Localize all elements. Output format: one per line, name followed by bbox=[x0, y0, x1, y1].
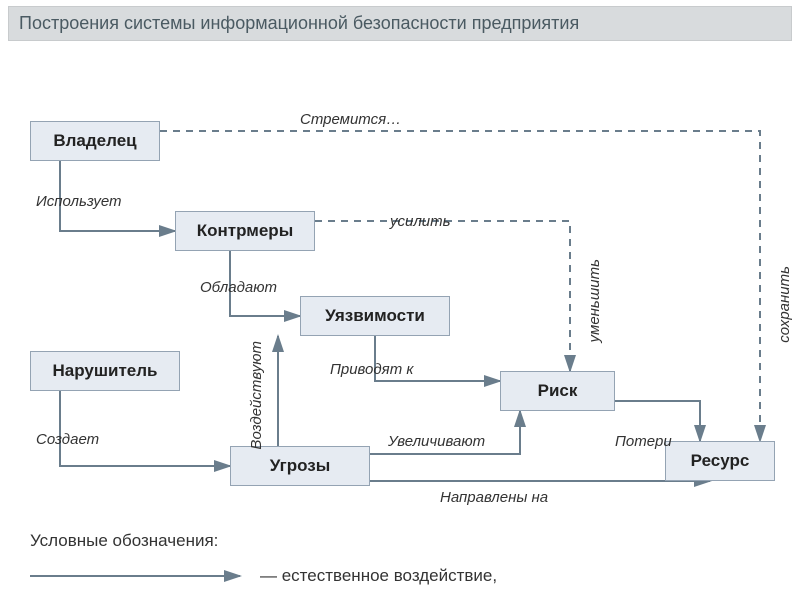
node-resource: Ресурс bbox=[665, 441, 775, 481]
node-threats: Угрозы bbox=[230, 446, 370, 486]
node-owner: Владелец bbox=[30, 121, 160, 161]
legend-item-natural: — естественное воздействие, bbox=[260, 566, 497, 586]
node-intruder: Нарушитель bbox=[30, 351, 180, 391]
edge-label-losses: Потери bbox=[615, 433, 672, 450]
edge-label-aimed: Направлены на bbox=[440, 489, 548, 506]
edge-label-strives: Стремится… bbox=[300, 111, 401, 128]
edge-label-possess: Обладают bbox=[200, 279, 277, 296]
edge-label-uses: Использует bbox=[36, 193, 122, 210]
edge-intruder-threats bbox=[60, 391, 230, 466]
edge-label-preserve: сохранить bbox=[776, 266, 793, 343]
edge-label-reduce: уменьшить bbox=[586, 259, 603, 342]
node-countermeasures: Контрмеры bbox=[175, 211, 315, 251]
edge-label-creates: Создает bbox=[36, 431, 99, 448]
legend-title: Условные обозначения: bbox=[30, 531, 218, 551]
diagram-canvas: Владелец Контрмеры Уязвимости Нарушитель… bbox=[0, 41, 800, 601]
edge-label-increase: Увеличивают bbox=[388, 433, 485, 450]
edge-label-affect: Воздействуют bbox=[248, 341, 265, 450]
edge-label-leadto: Приводят к bbox=[330, 361, 413, 378]
node-vulnerabilities: Уязвимости bbox=[300, 296, 450, 336]
edge-label-strengthen: усилить bbox=[390, 213, 451, 230]
page-title: Построения системы информационной безопа… bbox=[8, 6, 792, 41]
node-risk: Риск bbox=[500, 371, 615, 411]
